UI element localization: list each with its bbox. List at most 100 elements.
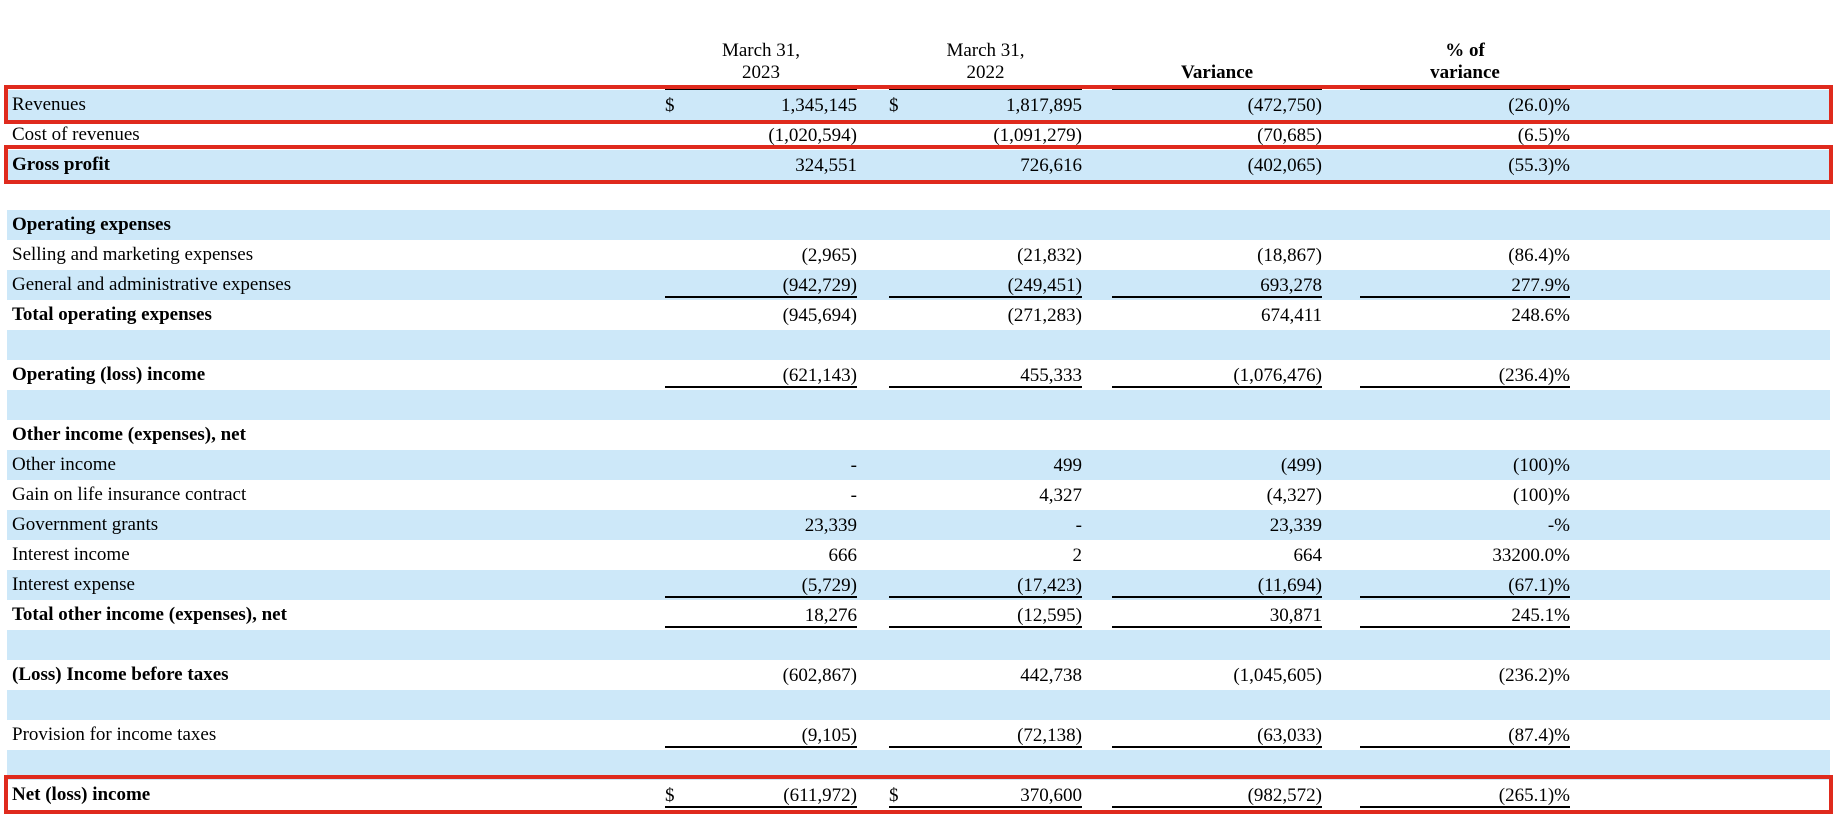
amount-cell-pct-variance: -%: [1360, 513, 1570, 538]
income-statement-table: March 31, 2023 March 31, 2022 Variance %…: [4, 4, 1833, 814]
table-row: Provision for income taxes (9,105) (72,1…: [7, 720, 1830, 750]
amount-cell-variance: [1112, 183, 1322, 208]
table-row: Interest expense (5,729) (17,423) (11,69…: [7, 570, 1830, 600]
amount-2022: 2: [1072, 544, 1083, 566]
amount-2023: (621,143): [782, 364, 857, 386]
amount-2022: (1,091,279): [993, 124, 1082, 146]
row-label: Total other income (expenses), net: [12, 604, 287, 625]
amount-cell-variance: [1112, 423, 1322, 448]
amount-variance: (11,694): [1257, 574, 1322, 596]
amount-variance: 23,339: [1269, 514, 1322, 536]
amount-cell-variance: 30,871: [1112, 603, 1322, 628]
amount-cell-2023: [665, 333, 857, 358]
column-header-march-2023: March 31, 2023: [647, 40, 857, 90]
table-row: Interest income 666 2 664 33200.0%: [7, 540, 1830, 570]
amount-cell-pct-variance: [1360, 633, 1570, 658]
amount-cell-pct-variance: (265.1)%: [1360, 783, 1570, 812]
amount-cell-2022: (1,091,279): [889, 123, 1082, 148]
row-filler: [1570, 300, 1830, 330]
amount-2023: 324,551: [795, 154, 857, 176]
amount-variance: (4,327): [1266, 484, 1322, 506]
row-filler: [1570, 210, 1830, 240]
amount-cell-pct-variance: 277.9%: [1360, 273, 1570, 298]
amount-cell-2023: [665, 753, 857, 778]
amount-cell-2022: [889, 633, 1082, 658]
amount-2023: -: [850, 484, 857, 506]
amount-cell-variance: [1112, 213, 1322, 238]
row-label: Interest expense: [12, 574, 135, 595]
amount-cell-variance: [1112, 753, 1322, 778]
row-label: Selling and marketing expenses: [12, 244, 254, 265]
amount-cell-pct-variance: (236.4)%: [1360, 363, 1570, 388]
amount-cell-2022: 442,738: [889, 663, 1082, 688]
percent-variance: 248.6%: [1511, 304, 1570, 326]
amount-cell-2023: (602,867): [665, 663, 857, 688]
amount-cell-variance: (1,045,605): [1112, 663, 1322, 688]
column-header-variance: Variance: [1082, 62, 1322, 90]
row-filler: [1570, 270, 1830, 300]
header-line: March 31,: [946, 40, 1025, 61]
amount-variance: 674,411: [1260, 304, 1322, 326]
amount-cell-variance: [1112, 333, 1322, 358]
amount-cell-2022: (21,832): [889, 243, 1082, 268]
amount-2023: 1,345,145: [781, 94, 857, 116]
amount-variance: 30,871: [1269, 604, 1322, 626]
amount-cell-2022: [889, 753, 1082, 778]
amount-variance: (1,045,605): [1233, 664, 1322, 686]
amount-cell-variance: [1112, 633, 1322, 658]
row-label: Government grants: [12, 514, 159, 535]
amount-cell-2023: [665, 633, 857, 658]
percent-variance: (86.4)%: [1508, 244, 1570, 266]
amount-cell-variance: (1,076,476): [1112, 363, 1322, 388]
amount-2023: 666: [828, 544, 858, 566]
amount-2022: 442,738: [1020, 664, 1082, 686]
header-line: variance: [1430, 62, 1500, 83]
percent-variance: 277.9%: [1511, 274, 1570, 296]
table-header: March 31, 2023 March 31, 2022 Variance %…: [7, 4, 1830, 90]
amount-cell-2022: (12,595): [889, 603, 1082, 628]
amount-cell-2023: -: [665, 483, 857, 508]
table-body: Revenues $ 1,345,145 $ 1,817,895 (472,75…: [4, 85, 1833, 814]
row-label: Provision for income taxes: [12, 724, 217, 745]
amount-cell-2022: 499: [889, 453, 1083, 478]
amount-2022: 499: [1053, 454, 1083, 476]
amount-cell-2023: (621,143): [665, 363, 857, 388]
amount-cell-2022: [889, 213, 1082, 238]
amount-2022: 455,333: [1020, 364, 1082, 386]
amount-variance: (1,076,476): [1233, 364, 1322, 386]
amount-cell-2023: (945,694): [665, 303, 857, 328]
amount-cell-2023: 666: [665, 543, 858, 568]
row-label: (Loss) Income before taxes: [12, 664, 229, 685]
amount-cell-variance: (982,572): [1112, 783, 1322, 812]
row-filler: [1570, 570, 1830, 600]
percent-variance: (55.3)%: [1508, 154, 1570, 176]
amount-cell-pct-variance: [1360, 423, 1570, 448]
amount-2023: (942,729): [782, 274, 857, 296]
amount-cell-2022: (249,451): [889, 273, 1082, 298]
amount-cell-2023: (9,105): [665, 723, 857, 748]
amount-cell-pct-variance: 245.1%: [1360, 603, 1570, 628]
amount-cell-2023: [665, 423, 857, 448]
amount-variance: (63,033): [1257, 724, 1322, 746]
amount-cell-variance: (402,065): [1112, 153, 1322, 178]
amount-cell-pct-variance: 33200.0%: [1360, 543, 1570, 568]
dollar-sign: $: [889, 784, 899, 806]
table-row: Selling and marketing expenses (2,965) (…: [7, 240, 1830, 270]
row-label: Interest income: [12, 544, 130, 565]
percent-variance: (67.1)%: [1508, 574, 1570, 596]
amount-cell-variance: (499): [1112, 453, 1322, 478]
row-filler: [1570, 660, 1830, 690]
row-label: Gain on life insurance contract: [12, 484, 247, 505]
amount-cell-variance: [1112, 693, 1322, 718]
amount-variance: 664: [1293, 544, 1323, 566]
amount-cell-2023: (1,020,594): [665, 123, 857, 148]
percent-variance: (236.2)%: [1498, 664, 1570, 686]
amount-cell-2022: -: [889, 513, 1082, 538]
table-row: Revenues $ 1,345,145 $ 1,817,895 (472,75…: [4, 85, 1833, 124]
spacer-row: [7, 690, 1830, 720]
amount-cell-pct-variance: (100)%: [1360, 483, 1570, 508]
amount-cell-2023: (2,965): [665, 243, 857, 268]
amount-2023: (1,020,594): [768, 124, 857, 146]
row-filler: [1570, 390, 1830, 420]
row-filler: [1570, 180, 1830, 210]
